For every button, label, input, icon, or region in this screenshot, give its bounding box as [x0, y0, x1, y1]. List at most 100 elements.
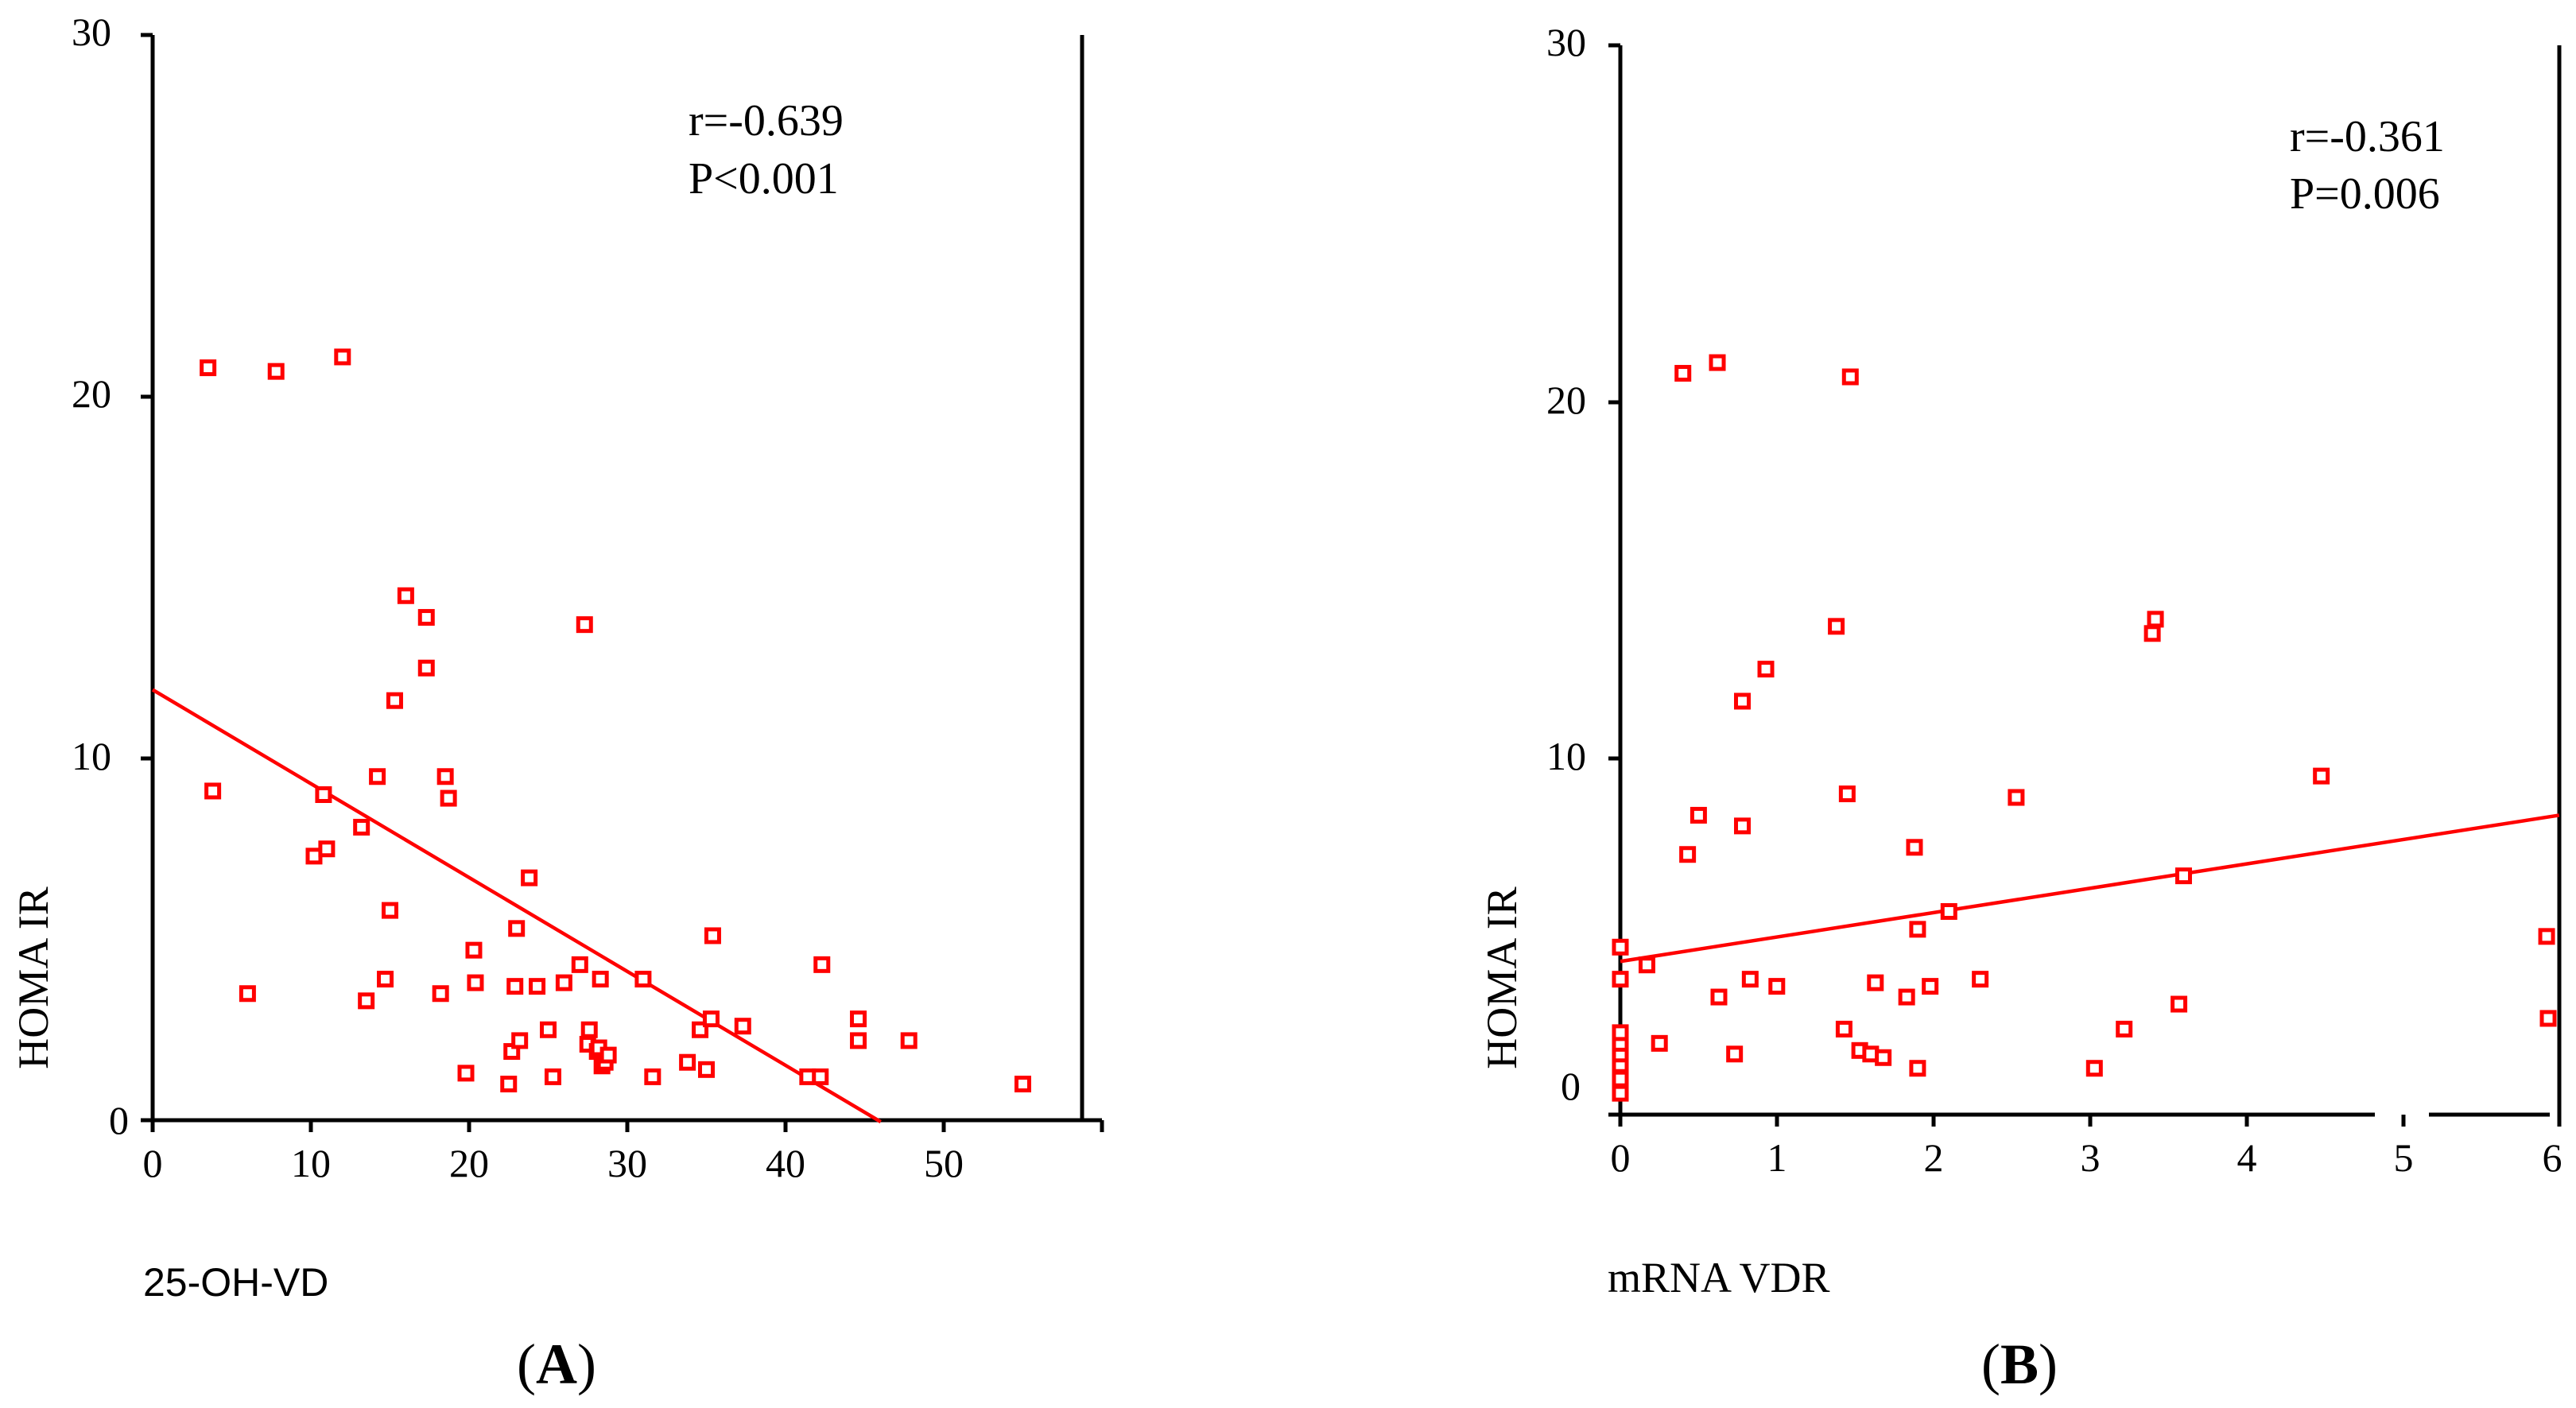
panel-b-data-point-24 [1841, 368, 1859, 386]
panel-b-data-point-15 [1726, 1045, 1744, 1063]
panel-b-data-point-29 [1898, 988, 1915, 1006]
panel-b-data-point-18 [1741, 971, 1759, 988]
panel-b-data-point-1 [1612, 1070, 1629, 1088]
panel-b-r-value: r=-0.361 [2290, 112, 2445, 161]
panel-a-data-point-8 [353, 818, 370, 836]
panel-a-data-point-15 [417, 609, 435, 626]
panel-b-x-tick-label-6: 6 [2543, 1135, 2562, 1180]
panel-a-data-point-13 [386, 692, 403, 709]
panel-a-data-point-34 [576, 616, 593, 634]
panel-b-data-point-38 [2116, 1020, 2133, 1038]
panel-a-data-point-10 [369, 768, 386, 785]
panel-b-y-tick-label-1: 10 [1546, 734, 1586, 778]
panel-b-letter: B [2000, 1332, 2039, 1396]
panel-b-data-point-6 [1612, 971, 1629, 988]
panel-a-data-point-31 [544, 1068, 561, 1085]
panel-a-data-point-14 [397, 587, 414, 604]
panel-b-x-tick-label-3: 3 [2081, 1135, 2101, 1180]
panel-b-data-point-43 [2313, 767, 2330, 785]
panel-a-data-point-17 [432, 985, 449, 1003]
panel-a-data-point-23 [500, 1076, 518, 1092]
panel-b-data-point-23 [1838, 785, 1856, 803]
panel-a-y-tick-label-0: 0 [109, 1098, 129, 1142]
panel-b-data-point-35 [1972, 971, 1989, 988]
panel-a-x-tick-label-1: 10 [291, 1141, 331, 1185]
panel-b-data-point-41 [2171, 995, 2188, 1013]
panel-b-x-axis-label: mRNA VDR [1608, 1254, 1830, 1301]
panel-b-data-point-40 [2147, 611, 2164, 628]
panel-b-data-point-45 [2539, 1010, 2557, 1027]
panel-a-data-point-9 [358, 992, 375, 1010]
panel-b-y-tick-label-2: 20 [1546, 378, 1586, 422]
panel-b-x-tick-label-2: 2 [1924, 1135, 1944, 1180]
panel-a-data-point-29 [529, 978, 546, 995]
panel-b-data-point-44 [2538, 928, 2555, 945]
panel-a-data-point-42 [599, 1046, 617, 1064]
chart-panel-a: 0 10 20 30 0 10 20 30 40 50 HOMA IR 25-O… [10, 10, 1104, 1396]
panel-a-data-point-12 [382, 902, 398, 919]
panel-a-data-point-16 [417, 659, 435, 677]
panel-a-data-point-47 [698, 1061, 715, 1078]
panel-b-data-point-10 [1674, 365, 1692, 382]
panel-b-data-point-14 [1710, 988, 1728, 1006]
panel-b-data-point-17 [1734, 817, 1752, 835]
panel-a-x-tick-label-4: 40 [766, 1141, 805, 1185]
panel-a-y-tick-label-2: 20 [72, 371, 111, 416]
panel-a-data-point-49 [704, 927, 721, 944]
panel-b-data-point-13 [1709, 354, 1726, 371]
panel-b-y-axis-label: HOMA IR [1478, 886, 1526, 1069]
panel-b-data-point-0 [1612, 1084, 1629, 1102]
panel-a-data-point-18 [436, 768, 454, 785]
panel-a-r-value: r=-0.639 [689, 96, 844, 145]
panel-a-data-point-2 [334, 348, 351, 366]
panel-b-data-point-36 [2008, 789, 2025, 806]
panel-a-data-point-55 [850, 1010, 867, 1028]
panel-b-data-point-30 [1906, 839, 1923, 856]
panel-a-data-point-0 [200, 359, 217, 377]
panel-a-data-point-36 [580, 1021, 598, 1038]
panel-b-data-point-20 [1768, 978, 1786, 995]
panel-b-data-point-11 [1679, 846, 1697, 863]
panel-b-x-tick-label-4: 4 [2237, 1135, 2257, 1180]
panel-b-data-point-37 [2085, 1060, 2103, 1077]
panel-a-points [200, 348, 1031, 1092]
panel-a-data-point-30 [540, 1021, 557, 1038]
panel-a-data-point-11 [377, 971, 394, 988]
panel-b-y-tick-label-0: 0 [1561, 1064, 1581, 1108]
panel-b-regression-line [1620, 813, 2560, 964]
panel-b-x-tick-label-0: 0 [1611, 1135, 1631, 1180]
panel-a-p-value: P<0.001 [689, 154, 839, 204]
panel-a-x-ticks: 0 10 20 30 40 50 [143, 1120, 1104, 1185]
panel-a-data-point-39 [592, 971, 609, 988]
panel-a-data-point-7 [318, 840, 336, 858]
panel-b-data-point-22 [1835, 1020, 1852, 1038]
panel-a-y-tick-label-1: 10 [72, 734, 111, 778]
panel-b-x-tick-label-5: 5 [2394, 1135, 2414, 1180]
panel-a-data-point-50 [734, 1018, 751, 1035]
panel-b-points [1612, 354, 2557, 1102]
panel-a-data-point-27 [511, 1032, 529, 1049]
panel-a-data-point-52 [812, 1068, 829, 1085]
panel-a-x-tick-label-3: 30 [607, 1141, 647, 1185]
panel-b-data-point-32 [1909, 1060, 1926, 1077]
panel-a-data-point-53 [813, 956, 831, 973]
panel-a-data-point-56 [900, 1032, 918, 1049]
panel-a-data-point-44 [644, 1068, 661, 1085]
panel-a-data-point-1 [267, 363, 285, 380]
panel-a-data-point-57 [1014, 1076, 1031, 1092]
panel-a-label: (A) [517, 1332, 596, 1396]
panel-a-x-tick-label-2: 20 [449, 1141, 489, 1185]
panel-a-data-point-33 [571, 956, 588, 973]
panel-a-y-axis-label: HOMA IR [10, 886, 57, 1069]
panel-a-data-point-25 [506, 978, 524, 995]
panel-b-data-point-21 [1828, 618, 1845, 635]
panel-b-data-point-42 [2174, 867, 2192, 885]
panel-a-data-point-21 [465, 941, 483, 959]
panel-b-data-point-27 [1867, 974, 1884, 991]
panel-a-data-point-4 [239, 985, 256, 1003]
panel-b-x-ticks: 0 1 2 3 4 5 6 [1611, 1115, 2562, 1180]
panel-a-regression-line [151, 688, 882, 1123]
panel-b-data-point-33 [1922, 978, 1939, 995]
panel-a-letter: A [536, 1332, 577, 1396]
